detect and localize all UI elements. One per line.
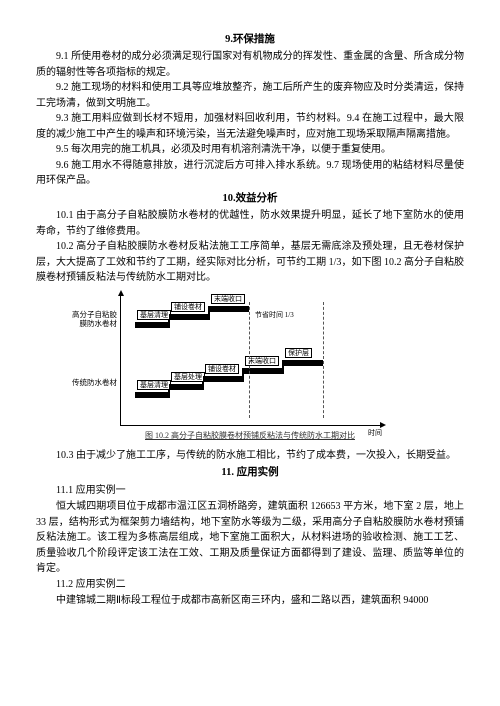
x-axis-label: 时间 — [368, 428, 382, 439]
chart-step-label: 铺设卷材 — [205, 364, 239, 374]
sec10-p3: 10.3 由于减少了施工工序，与传统的防水施工相比，节约了成本费，一次投入，长期… — [36, 448, 464, 464]
series2-label: 传统防水卷材 — [65, 378, 117, 387]
chart-step-label: 基层清理 — [137, 380, 171, 390]
chart-bar — [203, 376, 243, 382]
chart-step-label: 基层处理 — [171, 372, 205, 382]
chart-container: 高分子自粘胶膜防水卷材 传统防水卷材 时间 基层清理铺设卷材末端收口基层清理基层… — [120, 296, 380, 442]
chart-step-label: 基层清理 — [137, 310, 171, 320]
chart-bar — [169, 314, 209, 320]
series1-label: 高分子自粘胶膜防水卷材 — [65, 310, 117, 328]
sec11-sub2: 11.2 应用实例二 — [36, 577, 464, 593]
chart-bar — [209, 306, 249, 312]
x-axis-arrow — [380, 422, 386, 428]
chart-bar — [135, 392, 169, 398]
sec9-title: 9.环保措施 — [36, 32, 464, 48]
sec10-p2: 10.2 高分子自粘胶膜防水卷材反粘法施工工序简单，基层无需底涂及预处理，且无卷… — [36, 239, 464, 286]
chart-bar — [169, 384, 203, 390]
sec9-p4: 9.5 每次用完的施工机具，必须及时用有机溶剂清洗干净，以便于重复使用。 — [36, 142, 464, 158]
chart-note: 节省时间 1/3 — [255, 310, 294, 321]
chart-step-label: 末端收口 — [245, 356, 279, 366]
sec9-p2: 9.2 施工现场的材料和使用工具等应堆放整齐，施工后所产生的废弃物应及时分类清运… — [36, 80, 464, 111]
chart-bar — [283, 360, 323, 366]
sec10-title: 10.效益分析 — [36, 191, 464, 207]
chart-dashed-line — [249, 302, 250, 418]
chart-bar — [135, 322, 169, 328]
sec9-p3: 9.3 施工用料应做到长材不短用，加强材料回收利用，节约材料。9.4 在施工过程… — [36, 111, 464, 142]
sec10-p1: 10.1 由于高分子自粘胶膜防水卷材的优越性，防水效果提升明显，延长了地下室防水… — [36, 208, 464, 239]
chart-dashed-line — [323, 302, 324, 418]
chart-step-label: 末端收口 — [211, 294, 245, 304]
sec11-sub1: 11.1 应用实例一 — [36, 483, 464, 499]
sec11-p2: 中建锦城二期Ⅱ标段工程位于成都市高新区南三环内，盛和二路以西，建筑面积 9400… — [36, 593, 464, 609]
sec9-p5: 9.6 施工用水不得随意排放，进行沉淀后方可排入排水系统。9.7 现场使用的粘结… — [36, 158, 464, 189]
chart-plot: 高分子自粘胶膜防水卷材 传统防水卷材 时间 基层清理铺设卷材末端收口基层清理基层… — [120, 296, 380, 426]
chart-step-label: 铺设卷材 — [171, 302, 205, 312]
y-axis-arrow — [118, 290, 124, 296]
chart-caption: 图 10.2 高分子自粘胶膜卷材预铺反粘法与传统防水工期对比 — [120, 430, 380, 442]
sec11-p1: 恒大城四期项目位于成都市温江区五洞桥路旁，建筑面积 126653 平方米，地下室… — [36, 499, 464, 577]
chart-step-label: 保护层 — [285, 348, 312, 358]
sec11-title: 11. 应用实例 — [36, 465, 464, 481]
sec9-p1: 9.1 所使用卷材的成分必须满足现行国家对有机物成分的挥发性、重金属的含量、所含… — [36, 49, 464, 80]
